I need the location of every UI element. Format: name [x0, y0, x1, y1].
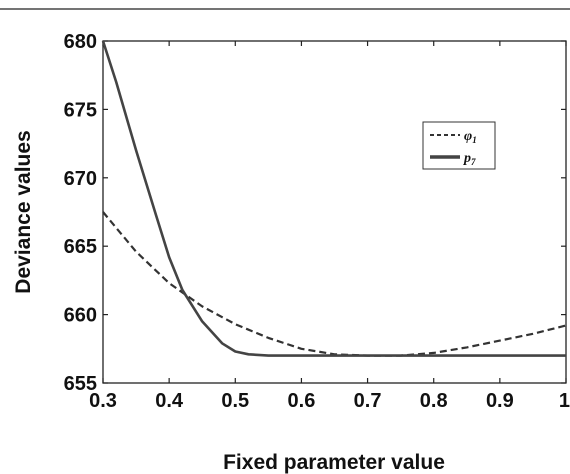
- y-tick-label: 675: [64, 99, 97, 121]
- legend-label: p7: [463, 151, 476, 167]
- legend-label: φ1: [464, 129, 477, 145]
- x-tick-label: 0.7: [354, 390, 382, 412]
- y-tick-label: 680: [64, 31, 97, 53]
- y-axis-title: Deviance values: [12, 130, 35, 293]
- y-tick-label: 655: [64, 373, 97, 395]
- series-layer: [101, 40, 567, 357]
- plot-frame: [102, 40, 567, 384]
- series-line-1: [102, 211, 567, 357]
- x-tick-label: 0.4: [155, 390, 184, 412]
- y-tick-label: 665: [64, 236, 97, 258]
- x-tick-label: 0.5: [221, 390, 249, 412]
- y-tick-label: 660: [64, 305, 97, 327]
- x-tick-label: 0.3: [89, 390, 117, 412]
- x-tick-label: 1: [559, 390, 570, 412]
- x-axis-title: Fixed parameter value: [223, 451, 445, 474]
- legend-box: [422, 121, 496, 170]
- y-axis-ticks: 655 660 665 670 675 680: [64, 31, 566, 395]
- x-tick-label: 0.9: [486, 390, 514, 412]
- y-tick-label: 670: [64, 168, 97, 190]
- x-tick-label: 0.8: [420, 390, 448, 412]
- x-tick-label: 0.6: [288, 390, 316, 412]
- series-line-2: [101, 40, 566, 357]
- x-axis-ticks: 0.3 0.4 0.5 0.6 0.7 0.8 0.9 1: [89, 41, 570, 412]
